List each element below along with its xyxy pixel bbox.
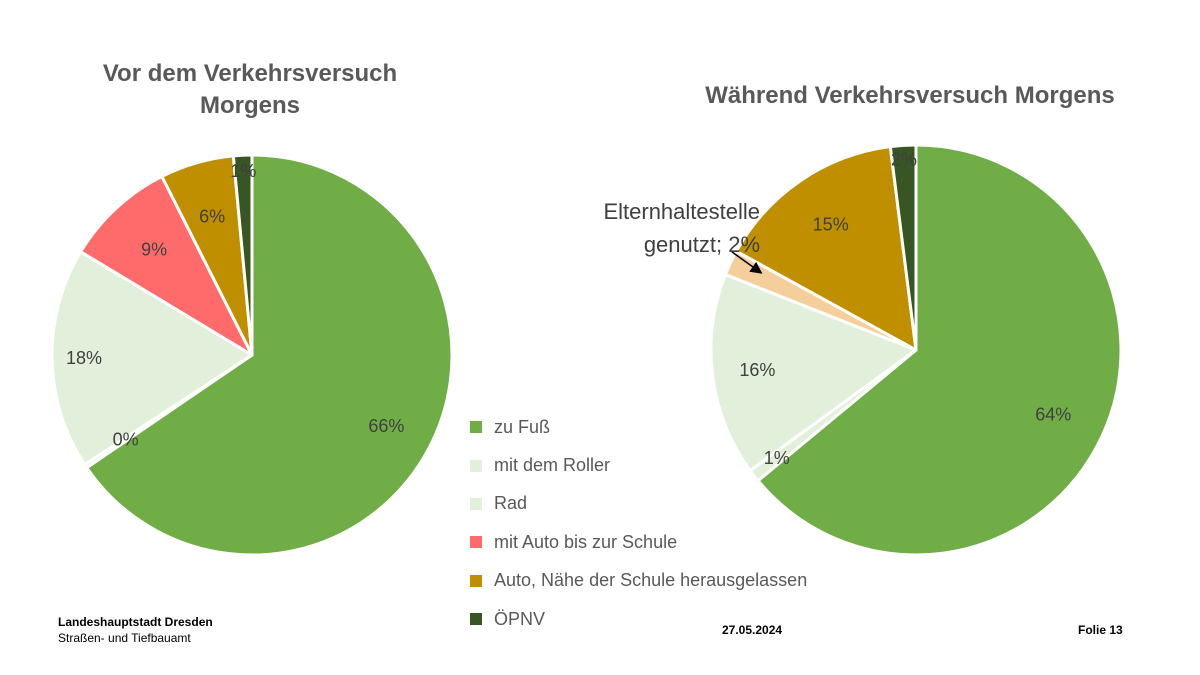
legend: zu Fuß mit dem Roller Rad mit Auto bis z… [470, 408, 807, 638]
legend-swatch [470, 613, 482, 626]
legend-label: zu Fuß [494, 416, 551, 437]
slice-label-oepnv: 2% [891, 150, 917, 170]
legend-label: ÖPNV [494, 608, 546, 629]
pie-slice-oepnv [888, 143, 918, 352]
pie-slice-rad [709, 273, 918, 472]
slice-label-auto-naehe-der-schule-herausgelassen: 6% [199, 207, 225, 227]
footer-org-dept: Straßen- und Tiefbauamt [58, 631, 191, 645]
legend-swatch [470, 459, 482, 472]
annotation-line-1: Elternhaltestelle [603, 199, 760, 224]
slice-label-rad: 16% [739, 360, 775, 380]
pie-slice-oepnv [231, 153, 254, 357]
legend-item-zu-fuss: zu Fuß [470, 408, 807, 446]
pie-chart-during: 64% 1% 16% 15% 2% [709, 143, 1123, 557]
slice-label-auto-naehe-der-schule-herausgelassen: 15% [813, 215, 849, 235]
legend-swatch [470, 497, 482, 510]
pie-slice-rad [50, 250, 254, 467]
legend-label: mit Auto bis zur Schule [494, 531, 678, 552]
annotation-elternhaltestelle: Elternhaltestelle genutzt; 2% [520, 195, 760, 261]
slice-label-rad: 18% [66, 348, 102, 368]
legend-item-auto-schule: mit Auto bis zur Schule [470, 523, 807, 561]
legend-item-roller: mit dem Roller [470, 446, 807, 484]
footer-organization: Landeshauptstadt Dresden Straßen- und Ti… [58, 614, 213, 646]
pie-slice-zu-fuss [756, 143, 1123, 557]
legend-item-rad: Rad [470, 485, 807, 523]
legend-label: Auto, Nähe der Schule herausgelassen [494, 570, 808, 591]
legend-label: Rad [494, 493, 528, 514]
slice-label-mit-auto-bis-zur-schule: 9% [141, 239, 167, 259]
footer-date: 27.05.2024 [722, 623, 783, 637]
footer-slide-number: Folie 13 [1078, 623, 1123, 637]
legend-swatch [470, 536, 482, 549]
legend-swatch [470, 421, 482, 434]
chart-title-before: Vor dem Verkehrsversuch Morgens [102, 60, 398, 119]
pie-slice-auto-naehe-der-schule-herausgelassen [734, 145, 918, 352]
legend-item-oepnv: ÖPNV [470, 600, 807, 638]
slice-label-zu-fuss: 66% [368, 416, 404, 436]
slice-label-oepnv: 1% [230, 161, 256, 181]
slice-label-mit-dem-roller: 0% [113, 429, 139, 449]
footer-org-name: Landeshauptstadt Dresden [58, 615, 213, 629]
pie-slice-mit-auto-bis-zur-schule [79, 174, 254, 357]
slice-label-mit-dem-roller: 1% [764, 448, 790, 468]
legend-swatch [470, 574, 482, 587]
slice-label-zu-fuss: 64% [1035, 405, 1071, 425]
legend-item-auto-naehe: Auto, Nähe der Schule herausgelassen [470, 562, 807, 600]
chart-title-during: Während Verkehrsversuch Morgens [705, 82, 1115, 109]
pie-slice-zu-fuss [85, 153, 454, 557]
pie-chart-before: 66% 0% 18% 9% 6% 1% [50, 153, 454, 557]
annotation-line-2: genutzt; 2% [643, 232, 760, 257]
legend-label: mit dem Roller [494, 455, 611, 476]
